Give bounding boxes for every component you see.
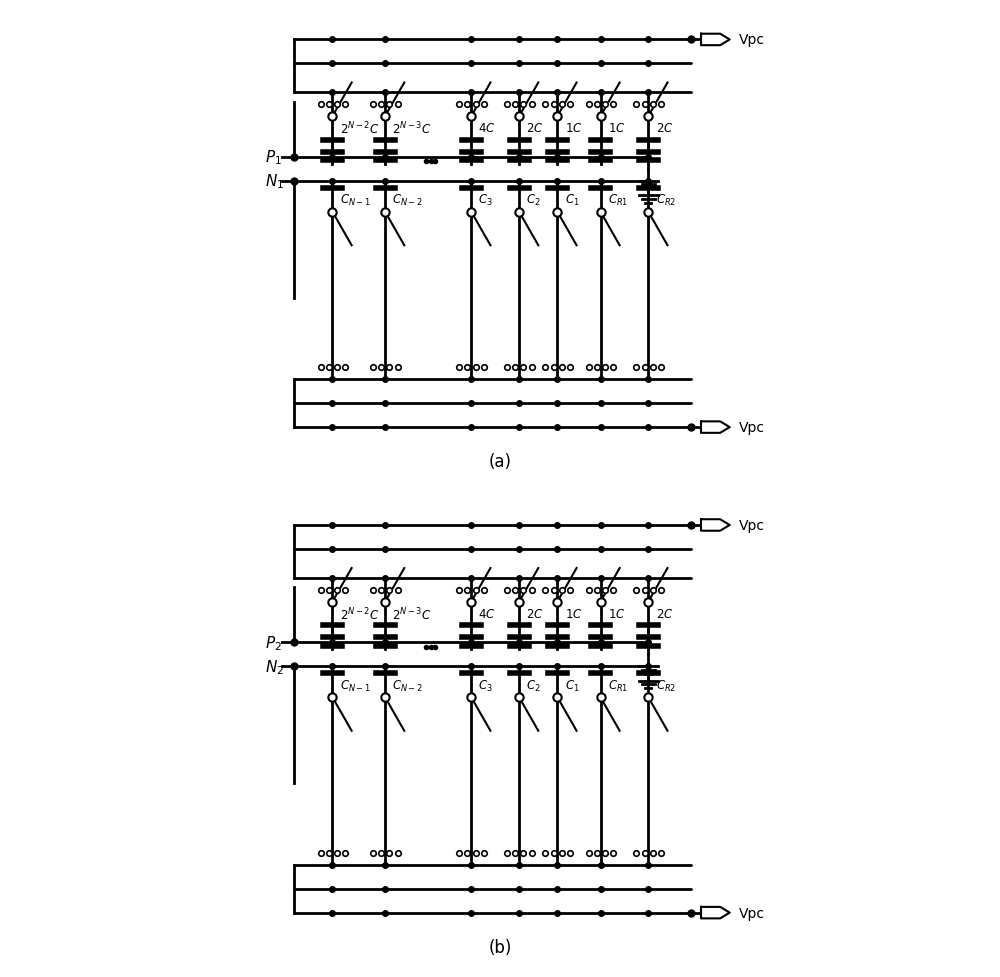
Text: $C_{R1}$: $C_{R1}$ (608, 193, 628, 208)
Text: $2^{N-2}C$: $2^{N-2}C$ (340, 606, 379, 622)
Text: $1C$: $1C$ (565, 608, 582, 620)
Text: $C_{N-1}$: $C_{N-1}$ (340, 678, 371, 693)
Polygon shape (701, 907, 730, 918)
Text: $C_{R2}$: $C_{R2}$ (656, 678, 676, 693)
Polygon shape (701, 520, 730, 531)
Text: $C_{R1}$: $C_{R1}$ (608, 678, 628, 693)
Text: $2^{N-3}C$: $2^{N-3}C$ (392, 120, 432, 137)
Text: $N_2$: $N_2$ (265, 658, 285, 676)
Text: $C_3$: $C_3$ (478, 678, 493, 693)
Text: $P_2$: $P_2$ (265, 633, 282, 652)
Text: Vpc: Vpc (739, 519, 765, 532)
Text: (a): (a) (488, 452, 512, 471)
Text: $C_2$: $C_2$ (526, 193, 541, 208)
Polygon shape (701, 422, 730, 434)
Text: $C_1$: $C_1$ (565, 678, 579, 693)
Text: $N_1$: $N_1$ (265, 172, 285, 191)
Text: Vpc: Vpc (739, 33, 765, 48)
Text: $4C$: $4C$ (478, 122, 496, 136)
Text: $4C$: $4C$ (478, 608, 496, 620)
Text: $2^{N-3}C$: $2^{N-3}C$ (392, 606, 432, 622)
Text: $2C$: $2C$ (656, 608, 673, 620)
Text: $C_{R2}$: $C_{R2}$ (656, 193, 676, 208)
Text: $1C$: $1C$ (608, 122, 625, 136)
Polygon shape (701, 34, 730, 46)
Text: $2C$: $2C$ (526, 122, 544, 136)
Text: Vpc: Vpc (739, 906, 765, 919)
Text: $P_1$: $P_1$ (265, 149, 282, 167)
Text: $C_2$: $C_2$ (526, 678, 541, 693)
Text: $1C$: $1C$ (608, 608, 625, 620)
Text: $1C$: $1C$ (565, 122, 582, 136)
Text: $C_{N-2}$: $C_{N-2}$ (392, 678, 423, 693)
Text: $C_3$: $C_3$ (478, 193, 493, 208)
Text: $C_{N-1}$: $C_{N-1}$ (340, 193, 371, 208)
Text: $C_1$: $C_1$ (565, 193, 579, 208)
Text: $2^{N-2}C$: $2^{N-2}C$ (340, 120, 379, 137)
Text: Vpc: Vpc (739, 421, 765, 435)
Text: (b): (b) (488, 938, 512, 956)
Text: $2C$: $2C$ (656, 122, 673, 136)
Text: $2C$: $2C$ (526, 608, 544, 620)
Text: $C_{N-2}$: $C_{N-2}$ (392, 193, 423, 208)
